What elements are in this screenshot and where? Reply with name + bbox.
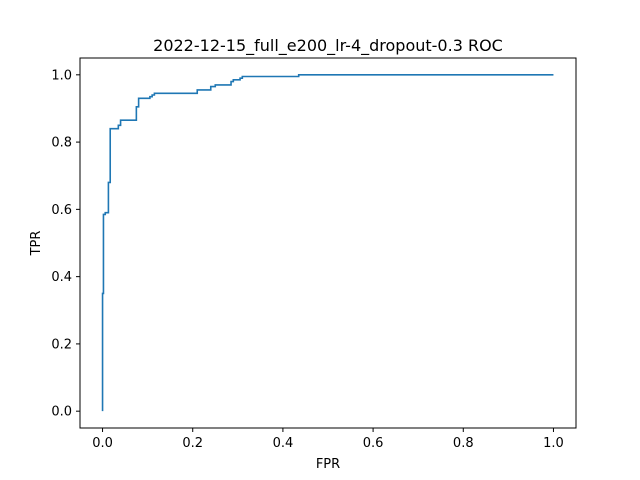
x-tick-label: 0.6: [363, 436, 384, 451]
y-tick-label: 0.2: [51, 337, 72, 352]
y-tick-label: 0.0: [51, 405, 72, 420]
x-tick-label: 0.0: [92, 436, 113, 451]
x-tick-label: 0.2: [182, 436, 203, 451]
x-axis-label: FPR: [316, 457, 340, 472]
x-tick-label: 1.0: [543, 436, 564, 451]
roc-curve-line: [101, 74, 554, 412]
y-axis-label: TPR: [29, 231, 44, 257]
x-tick-label: 0.8: [453, 436, 474, 451]
y-tick-label: 0.4: [51, 270, 72, 285]
x-tick-label: 0.4: [273, 436, 294, 451]
series-layer: [101, 74, 554, 412]
axis-ticks: 0.0 0.2 0.4 0.6 0.8 1.0 0.0 0.2 0.4 0.6 0.8 1.0: [51, 68, 563, 451]
axes-frame: [79, 57, 577, 429]
y-tick-label: 0.6: [51, 203, 72, 218]
y-tick-label: 0.8: [51, 136, 72, 151]
chart-title: 2022-12-15_full_e200_lr-4_dropout-0.3 RO…: [153, 36, 503, 56]
y-tick-label: 1.0: [51, 68, 72, 83]
